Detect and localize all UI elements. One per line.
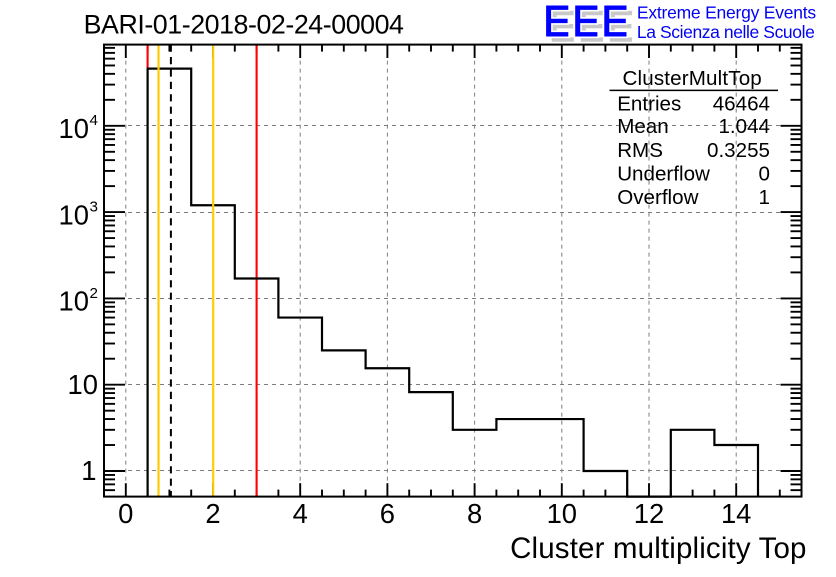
svg-text:10: 10	[68, 369, 98, 400]
svg-text:0: 0	[759, 162, 770, 185]
svg-text:10: 10	[59, 199, 89, 230]
svg-text:8: 8	[467, 498, 482, 529]
svg-text:4: 4	[293, 498, 308, 529]
svg-text:10: 10	[59, 113, 89, 144]
svg-text:2: 2	[205, 498, 220, 529]
svg-text:Mean: Mean	[617, 115, 669, 138]
svg-text:Cluster multiplicity Top: Cluster multiplicity Top	[510, 532, 807, 565]
svg-text:2: 2	[90, 285, 98, 302]
svg-text:10: 10	[547, 498, 577, 529]
svg-text:Underflow: Underflow	[617, 162, 710, 185]
svg-text:Entries: Entries	[617, 92, 681, 115]
svg-text:10: 10	[59, 286, 89, 317]
svg-text:12: 12	[634, 498, 664, 529]
svg-text:46464: 46464	[713, 92, 770, 115]
svg-text:1: 1	[759, 186, 770, 209]
svg-text:0: 0	[118, 498, 133, 529]
svg-text:6: 6	[380, 498, 395, 529]
svg-text:1.044: 1.044	[718, 115, 770, 138]
svg-text:La Scienza nelle Scuole: La Scienza nelle Scuole	[637, 22, 815, 42]
svg-text:BARI-01-2018-02-24-00004: BARI-01-2018-02-24-00004	[84, 9, 404, 39]
svg-text:RMS: RMS	[617, 139, 663, 162]
svg-text:4: 4	[90, 112, 98, 129]
svg-text:Extreme Energy Events: Extreme Energy Events	[637, 2, 816, 22]
svg-text:1: 1	[81, 455, 96, 486]
svg-text:0.3255: 0.3255	[707, 139, 770, 162]
svg-text:ClusterMultTop: ClusterMultTop	[622, 67, 761, 90]
svg-text:3: 3	[90, 199, 98, 216]
svg-text:Overflow: Overflow	[617, 186, 698, 209]
svg-text:14: 14	[721, 498, 751, 529]
